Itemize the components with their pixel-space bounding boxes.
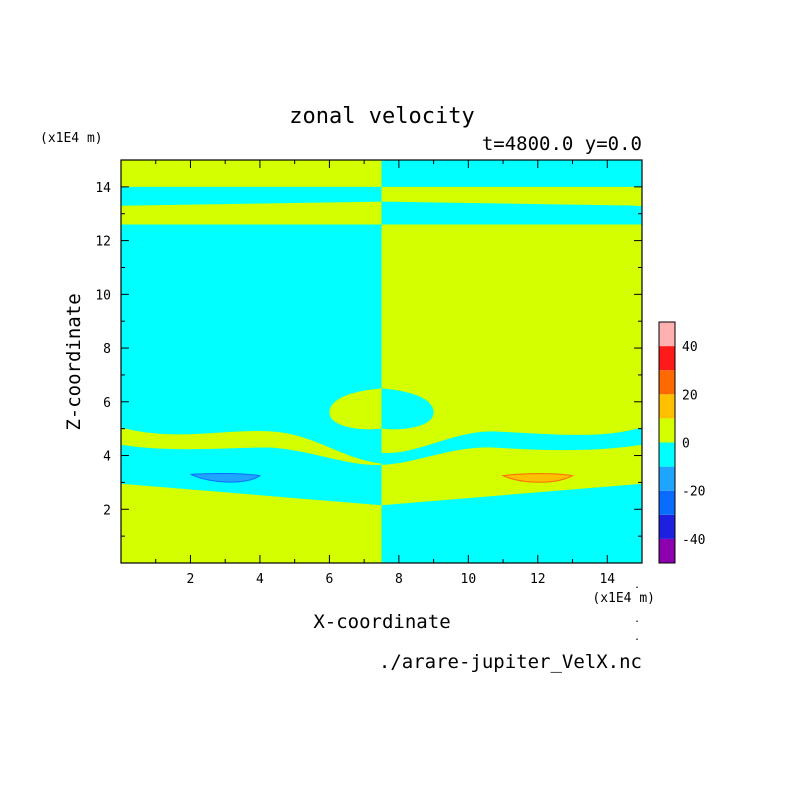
- colorbar-swatch: [659, 490, 675, 515]
- x-tick-label: 6: [325, 572, 333, 587]
- y-tick-label: 10: [95, 288, 111, 303]
- plot-frame: [120, 159, 643, 564]
- y-tick-label: 14: [95, 181, 111, 196]
- colorbar-swatch: [659, 514, 675, 539]
- colorbar-swatch: [659, 322, 675, 347]
- colorbar-label: -40: [682, 533, 705, 548]
- top-left-band: [121, 160, 382, 187]
- y-tick-label: 4: [103, 450, 111, 465]
- x-unit-label: (x1E4 m): [592, 591, 655, 606]
- chart-subtitle: t=4800.0 y=0.0: [482, 133, 642, 155]
- colorbar-label: 40: [682, 340, 698, 355]
- y-axis-ticks: 2 4 6 8 10 12 14: [95, 181, 642, 537]
- colorbar-swatch: [659, 370, 675, 395]
- colorbar-label: 20: [682, 388, 698, 403]
- y-unit-label: (x1E4 m): [40, 131, 103, 146]
- colorbar-swatch: [659, 346, 675, 371]
- colorbar-label: 0: [682, 437, 690, 452]
- colorbar-swatch: [659, 538, 675, 563]
- x-axis-ticks: 2 4 6 8 10 12 14: [155, 160, 615, 587]
- bottom-left-positive: [121, 483, 382, 563]
- lower-right-wave-band: [381, 427, 642, 465]
- colorbar-swatch: [659, 466, 675, 491]
- x-tick-label: 14: [599, 572, 615, 587]
- center-bubble-right: [381, 388, 434, 430]
- bottom-right-negative: [381, 483, 642, 563]
- margin-dot: .: [634, 632, 640, 643]
- upper-right-band: [381, 201, 642, 225]
- y-axis-label: Z-coordinate: [63, 293, 85, 430]
- colorbar-swatch: [659, 442, 675, 467]
- top-right-band: [381, 160, 642, 187]
- chart-title: zonal velocity: [289, 104, 474, 129]
- margin-dot: .: [634, 580, 640, 591]
- right-positive-core: [501, 473, 575, 483]
- y-tick-label: 6: [103, 396, 111, 411]
- x-tick-label: 12: [530, 572, 546, 587]
- x-tick-label: 8: [395, 572, 403, 587]
- colorbar-swatch: [659, 394, 675, 419]
- upper-left-band: [121, 201, 382, 225]
- x-tick-label: 2: [187, 572, 195, 587]
- left-negative-core: [190, 472, 262, 483]
- y-tick-label: 8: [103, 342, 111, 357]
- colorbar-frame: [658, 321, 676, 564]
- margin-dot: .: [634, 614, 640, 625]
- x-tick-label: 4: [256, 572, 264, 587]
- x-axis-label: X-coordinate: [313, 611, 450, 633]
- colorbar-label: -20: [682, 485, 705, 500]
- y-tick-label: 2: [103, 503, 111, 518]
- lower-left-wave-band: [121, 427, 382, 466]
- colorbar-swatch: [659, 418, 675, 443]
- source-file-label: ./arare-jupiter_VelX.nc: [379, 651, 642, 673]
- y-tick-label: 12: [95, 235, 111, 250]
- x-tick-label: 10: [461, 572, 477, 587]
- colorbar: 40 20 0 -20 -40...: [634, 321, 705, 643]
- velocity-field: [121, 160, 642, 563]
- center-bubble-left: [329, 388, 382, 430]
